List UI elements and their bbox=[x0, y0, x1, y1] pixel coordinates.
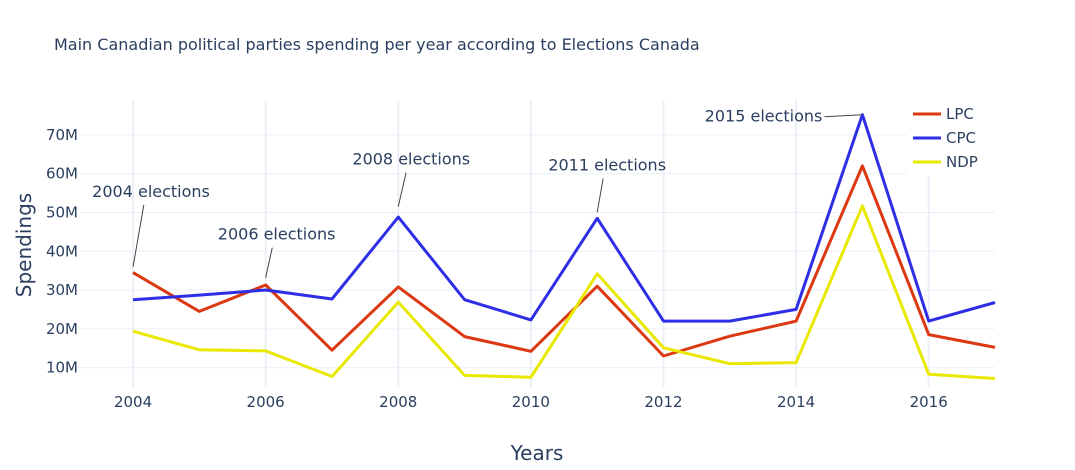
annotation-label: 2008 elections bbox=[352, 150, 470, 169]
annotation-label: 2006 elections bbox=[218, 225, 336, 244]
x-tick-label: 2014 bbox=[777, 393, 815, 411]
annotation-label: 2011 elections bbox=[548, 155, 666, 174]
series-line-cpc bbox=[132, 113, 996, 323]
annotation-arrow bbox=[397, 172, 407, 207]
y-tick-label: 30M bbox=[46, 281, 78, 299]
x-tick-label: 2006 bbox=[247, 393, 285, 411]
annotation-arrow bbox=[596, 178, 604, 213]
y-axis-title: Spendings bbox=[12, 193, 36, 297]
legend-label-cpc: CPC bbox=[946, 129, 976, 147]
y-tick-label: 50M bbox=[46, 203, 78, 221]
annotation-arrow bbox=[265, 247, 273, 278]
x-axis-title: Years bbox=[510, 441, 564, 465]
chart-title: Main Canadian political parties spending… bbox=[54, 35, 700, 54]
annotation-label: 2015 elections bbox=[705, 107, 823, 126]
y-tick-label: 60M bbox=[46, 165, 78, 183]
x-tick-label: 2010 bbox=[512, 393, 550, 411]
x-tick-label: 2016 bbox=[910, 393, 948, 411]
x-tick-label: 2004 bbox=[114, 393, 152, 411]
annotation-arrow bbox=[132, 204, 145, 267]
annotation-label: 2004 elections bbox=[92, 182, 210, 201]
legend-label-ndp: NDP bbox=[946, 153, 978, 171]
annotation-arrow bbox=[824, 114, 863, 118]
y-tick-label: 40M bbox=[46, 242, 78, 260]
x-tick-label: 2012 bbox=[644, 393, 682, 411]
x-tick-label: 2008 bbox=[379, 393, 417, 411]
series-line-ndp bbox=[132, 204, 996, 380]
y-tick-label: 10M bbox=[46, 359, 78, 377]
y-tick-label: 20M bbox=[46, 320, 78, 338]
legend-label-lpc: LPC bbox=[946, 105, 974, 123]
y-tick-label: 70M bbox=[46, 126, 78, 144]
series-line-lpc bbox=[132, 164, 996, 358]
